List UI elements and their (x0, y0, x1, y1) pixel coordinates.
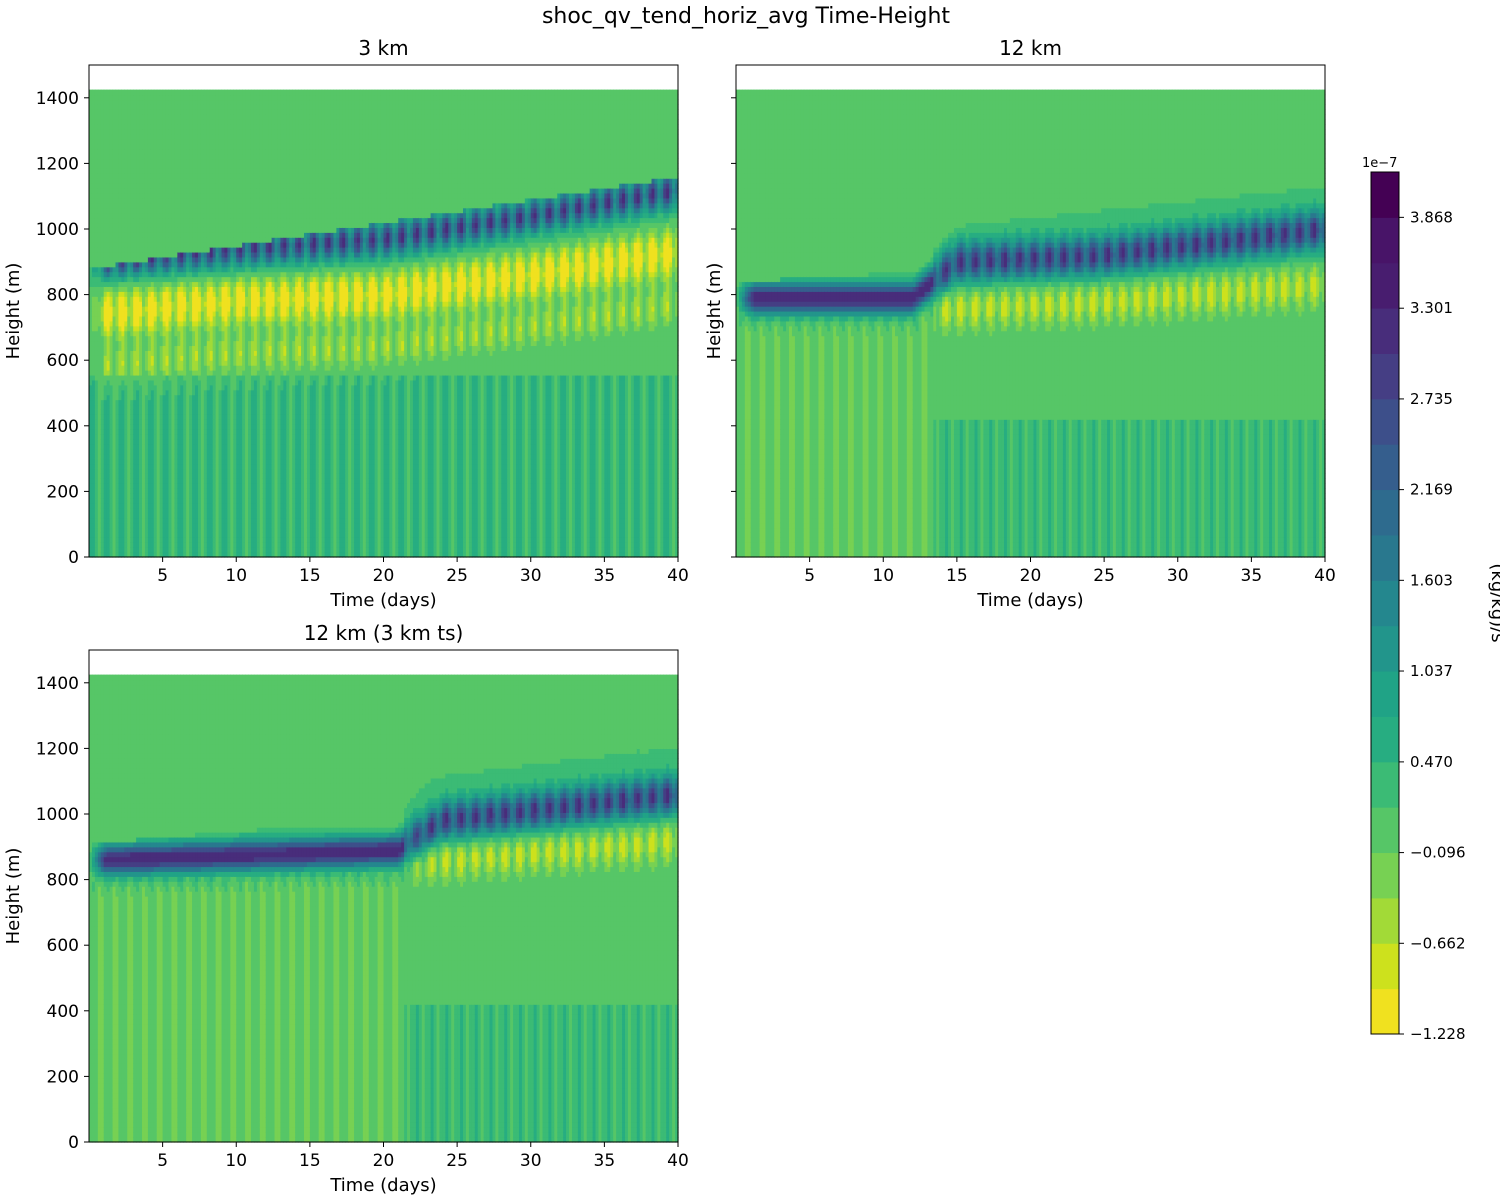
figure-title: shoc_qv_tend_horiz_avg Time-Height (542, 4, 950, 29)
heatmap-cells (89, 90, 679, 558)
figure: shoc_qv_tend_horiz_avg Time-Height 3 km5… (0, 0, 1500, 1200)
